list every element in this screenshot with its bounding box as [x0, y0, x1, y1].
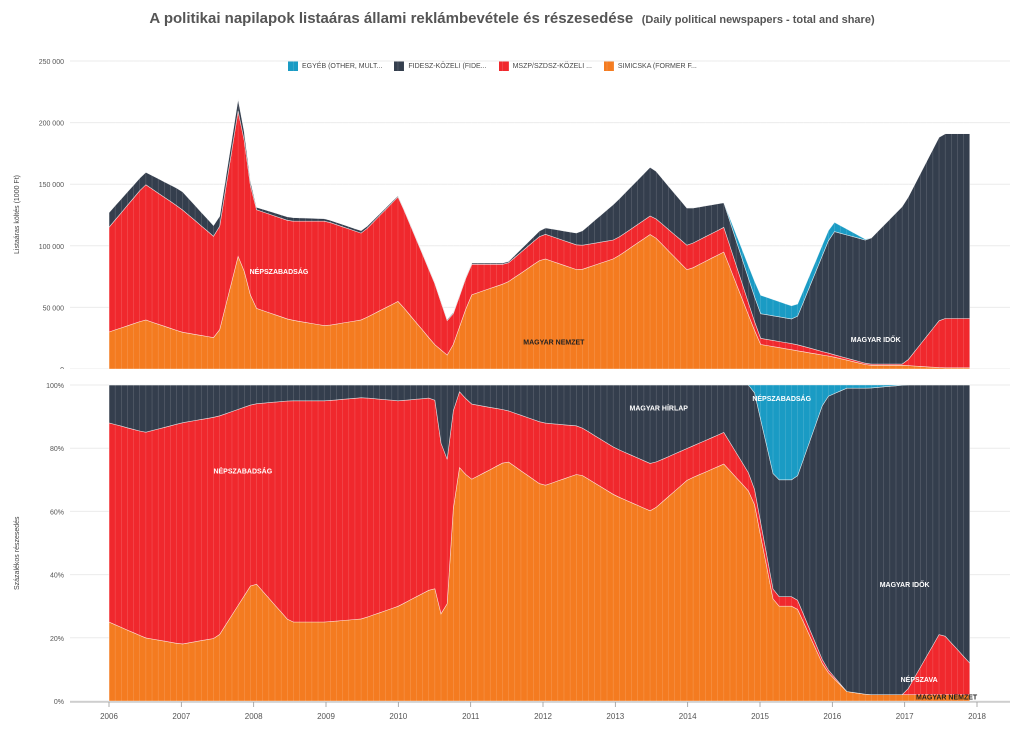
legend-item-egyeb[interactable]: EGYÉB (OTHER, MULT... — [288, 61, 382, 71]
x-tick-label: 2014 — [679, 712, 697, 721]
y-tick-label: 40% — [50, 573, 64, 580]
annotation-label: MAGYAR HÍRLAP — [629, 403, 688, 412]
legend-label-simicska: SIMICSKA (FORMER F... — [617, 62, 697, 70]
y-tick-label: 250 000 — [39, 59, 64, 66]
legend-item-mszp[interactable]: MSZP/SZDSZ-KÖZELI ... — [498, 61, 592, 71]
legend-label-fidesz: FIDESZ-KÖZELI (FIDE... — [408, 62, 487, 70]
y-tick-label: 0% — [54, 699, 64, 706]
annotation-label: NÉPSZABADSÁG — [752, 394, 811, 403]
x-axis: 2006 2007 2008 2009 2010 2011 2012 2013 2014 2015… — [70, 701, 1010, 721]
chart-subtitle: (Daily political newspapers - total and … — [641, 14, 875, 26]
x-tick-label: 2006 — [100, 712, 118, 721]
y-tick-label: 100 000 — [39, 244, 64, 251]
area-egyeb[interactable] — [109, 384, 970, 481]
annotation-label: MAGYAR IDŐK — [851, 335, 901, 344]
legend-label-mszp: MSZP/SZDSZ-KÖZELI ... — [512, 62, 592, 70]
panel-gap — [0, 369, 1024, 383]
legend-label-egyeb: EGYÉB (OTHER, MULT... — [302, 62, 383, 70]
x-tick-label: 2015 — [751, 712, 769, 721]
annotation-label: MAGYAR IDŐK — [880, 580, 930, 589]
annotation-label: MAGYAR NEMZET — [523, 339, 585, 346]
legend-swatch-simicska — [603, 61, 614, 71]
legend-item-fidesz[interactable]: FIDESZ-KÖZELI (FIDE... — [394, 61, 487, 71]
x-tick-label: 2017 — [896, 712, 914, 721]
legend-swatch-fidesz — [394, 61, 405, 71]
y-tick-label: 50 000 — [43, 305, 65, 312]
annotation-label: NÉPSZABADSÁG — [213, 466, 272, 475]
x-tick-label: 2012 — [534, 712, 552, 721]
annotation-label: MAGYAR NEMZET — [916, 694, 978, 701]
annotation-label: NÉPSZAVA — [901, 675, 938, 684]
chart-title: A politikai napilapok listaáras állami r… — [149, 10, 634, 27]
x-tick-label: 2008 — [245, 712, 263, 721]
bottom-plot-area: 0% 20% 40% 60% 80% 100% NÉPSZABADSÁG MAGYAR HÍR… — [46, 383, 1010, 706]
x-tick-label: 2018 — [968, 712, 986, 721]
legend-item-simicska[interactable]: SIMICSKA (FORMER F... — [603, 61, 697, 71]
y-tick-label: 60% — [50, 509, 64, 516]
x-tick-label: 2010 — [389, 712, 407, 721]
y-tick-label: 20% — [50, 636, 64, 643]
x-tick-label: 2011 — [462, 712, 480, 721]
x-tick-label: 2016 — [823, 712, 841, 721]
x-tick-label: 2007 — [172, 712, 190, 721]
x-tick-label: 2013 — [606, 712, 624, 721]
annotation-label: NÉPSZABADSÁG — [250, 267, 309, 276]
area-egyeb[interactable] — [108, 98, 970, 320]
y-tick-label: 200 000 — [39, 121, 64, 128]
chart-title-row: A politikai napilapok listaáras állami r… — [0, 10, 1024, 28]
legend-swatch-egyeb — [288, 61, 298, 71]
legend: EGYÉB (OTHER, MULT... FIDESZ-KÖZELI (FID… — [288, 61, 697, 71]
y-tick-label: 100% — [46, 383, 64, 390]
y-tick-label: 80% — [50, 446, 64, 453]
y-tick-label: 150 000 — [39, 182, 64, 189]
legend-swatch-mszp — [498, 61, 509, 71]
x-tick-label: 2009 — [317, 712, 335, 721]
